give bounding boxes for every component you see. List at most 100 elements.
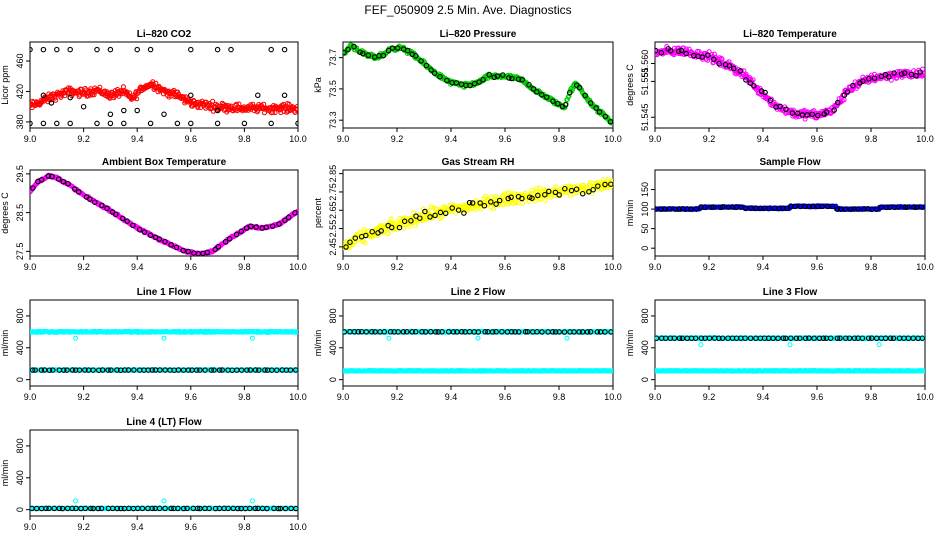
data-point xyxy=(432,329,439,335)
data-point xyxy=(731,65,737,72)
data-point xyxy=(428,67,434,73)
data-point xyxy=(40,46,47,53)
data-point xyxy=(515,329,522,335)
x-tick-label: 9.8 xyxy=(553,134,566,144)
data-point xyxy=(922,204,925,210)
y-tick-label: 2.85 xyxy=(328,165,338,183)
data-point xyxy=(795,110,801,117)
data-point xyxy=(357,49,363,55)
data-point xyxy=(561,329,568,335)
plot-frame xyxy=(29,41,299,129)
x-tick-label: 9.8 xyxy=(865,392,878,402)
data-point xyxy=(412,223,418,229)
data-point xyxy=(121,107,127,114)
data-point xyxy=(351,43,357,50)
series-raw_low xyxy=(343,367,613,374)
y-tick-label: 51.555 xyxy=(640,68,650,96)
data-point xyxy=(157,367,163,373)
y-axis-label: degrees C xyxy=(625,64,635,106)
data-point xyxy=(717,204,724,211)
data-point xyxy=(842,206,849,212)
data-point xyxy=(609,120,613,126)
data-point xyxy=(526,82,532,88)
x-tick-label: 9.6 xyxy=(811,392,824,402)
data-point xyxy=(493,201,499,207)
x-tick-label: 9.0 xyxy=(24,134,37,144)
data-point xyxy=(708,204,715,210)
plot-area xyxy=(655,44,925,122)
data-point xyxy=(188,120,194,127)
data-point xyxy=(829,203,836,210)
data-point xyxy=(584,329,591,335)
data-point xyxy=(850,82,856,89)
x-tick-label: 10.0 xyxy=(604,134,622,144)
data-point xyxy=(593,105,599,111)
x-tick-label: 9.0 xyxy=(24,392,37,402)
y-tick-label: 400 xyxy=(328,340,338,355)
y-tick-label: 50 xyxy=(640,224,650,234)
data-point xyxy=(241,120,248,127)
data-point xyxy=(655,206,659,212)
y-axis-label: kPa xyxy=(313,77,323,93)
data-point xyxy=(901,70,908,76)
data-point xyxy=(461,210,467,216)
data-point xyxy=(555,100,561,107)
data-point xyxy=(216,367,223,373)
data-point xyxy=(197,367,203,373)
data-point xyxy=(469,200,476,206)
data-point xyxy=(748,205,754,211)
data-point xyxy=(819,203,826,210)
data-point xyxy=(119,215,126,222)
x-tick-label: 9.4 xyxy=(445,134,458,144)
data-point xyxy=(496,197,503,204)
plot-area xyxy=(343,177,613,251)
data-point xyxy=(520,200,525,206)
data-point xyxy=(54,120,60,127)
plot-frame xyxy=(654,299,926,387)
x-tick-label: 10.0 xyxy=(916,262,934,272)
data-point xyxy=(387,329,394,335)
data-point xyxy=(702,204,708,211)
data-point xyxy=(549,329,556,335)
data-point xyxy=(607,119,613,125)
data-point xyxy=(747,80,754,86)
data-point xyxy=(435,329,442,335)
data-point xyxy=(573,186,580,192)
series-avg xyxy=(30,367,298,373)
figure-title: FEF_050909 2.5 Min. Ave. Diagnostics xyxy=(364,3,571,17)
y-tick-label: 51.545 xyxy=(640,103,650,131)
panel-title: Li–820 CO2 xyxy=(137,29,192,40)
data-point xyxy=(913,73,919,79)
data-point xyxy=(841,92,848,99)
data-point xyxy=(658,50,665,56)
data-point xyxy=(718,55,724,61)
panel-title: Line 3 Flow xyxy=(763,287,818,298)
data-point xyxy=(413,53,419,59)
data-point xyxy=(30,367,36,373)
data-point xyxy=(608,181,613,187)
x-tick-label: 9.2 xyxy=(391,262,404,272)
data-point xyxy=(565,94,571,100)
x-tick-label: 9.2 xyxy=(391,392,404,402)
data-point xyxy=(609,180,613,186)
data-point xyxy=(453,210,459,216)
data-point xyxy=(147,46,154,53)
y-tick-label: 0 xyxy=(15,377,25,382)
data-point xyxy=(417,215,423,221)
data-point xyxy=(99,202,105,209)
y-axis-label: ml/min xyxy=(313,330,323,357)
data-point xyxy=(534,89,540,95)
data-point xyxy=(45,173,52,179)
series-avg xyxy=(343,181,613,250)
data-point xyxy=(509,75,515,82)
data-point xyxy=(212,246,218,253)
data-point xyxy=(91,199,98,205)
data-point xyxy=(378,228,384,234)
data-point xyxy=(556,329,562,335)
data-point xyxy=(173,244,180,251)
data-point xyxy=(831,107,837,113)
data-point xyxy=(161,335,167,341)
data-point xyxy=(114,367,120,373)
data-point xyxy=(602,181,608,188)
data-point xyxy=(49,173,55,180)
